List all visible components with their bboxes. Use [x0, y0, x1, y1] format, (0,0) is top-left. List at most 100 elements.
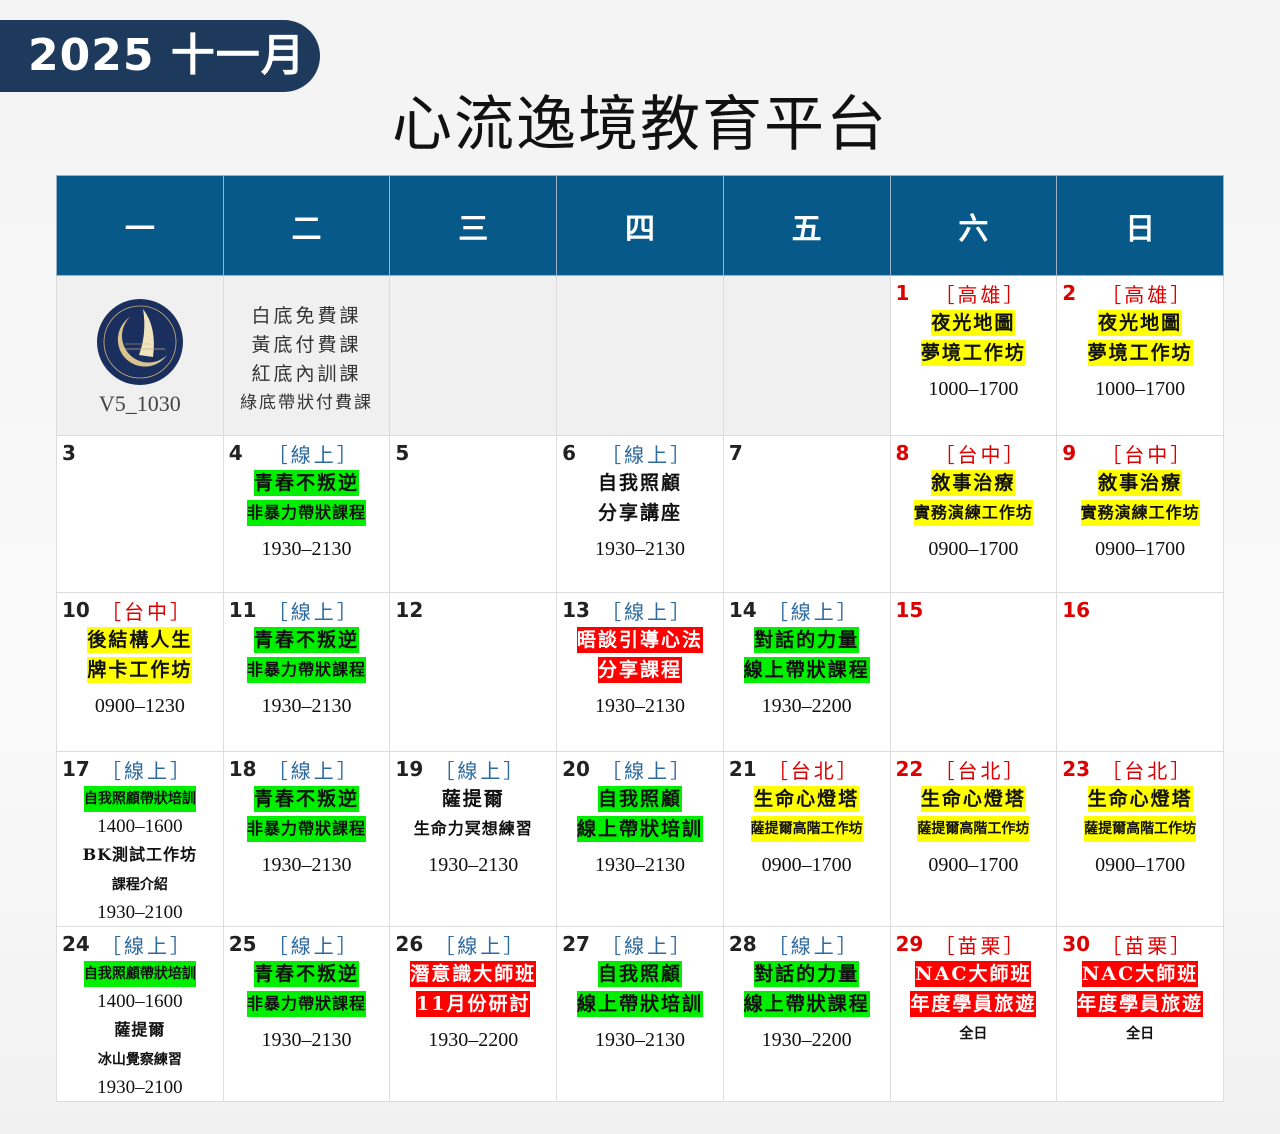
event-title: 冰山覺察練習	[97, 1052, 182, 1068]
event-title: 對話的力量	[754, 961, 860, 987]
event-time: 0900–1700	[1095, 538, 1186, 560]
cell-header: 26 ［線上］	[392, 929, 554, 959]
calendar-day-cell[interactable]: 10 ［台中］ 後結構人生 牌卡工作坊 0900–1230	[56, 592, 224, 752]
event-title: 非暴力帶狀課程	[247, 657, 367, 683]
location-tag: ［線上］	[267, 758, 360, 783]
event-title: 敘事治療	[931, 470, 1016, 496]
calendar-day-cell[interactable]: 12	[389, 592, 558, 752]
event-line-row: 0900–1700	[1059, 844, 1221, 880]
calendar-week: 3 4 ［線上］ 青春不叛逆 非暴力帶狀課程 1930–2130 5 6 ［線上］ 自我照顧 分享講…	[56, 435, 1224, 593]
calendar-day-cell[interactable]: 21 ［台北］ 生命心燈塔 薩提爾高階工作坊 0900–1700	[722, 751, 891, 927]
location-tag: ［線上］	[267, 442, 360, 467]
calendar-day-cell[interactable]: 4 ［線上］ 青春不叛逆 非暴力帶狀課程 1930–2130	[222, 435, 391, 593]
calendar-day-cell[interactable]: 26 ［線上］ 潛意識大師班 11月份研討 1930–2200	[389, 926, 558, 1102]
event-line-row: 青春不叛逆	[226, 625, 388, 655]
calendar-day-cell[interactable]: 25 ［線上］ 青春不叛逆 非暴力帶狀課程 1930–2130	[222, 926, 391, 1102]
day-number: 20	[562, 757, 590, 781]
day-number: 19	[395, 757, 424, 781]
cell-header: 3	[59, 438, 221, 468]
calendar-day-cell[interactable]: 14 ［線上］ 對話的力量 線上帶狀課程 1930–2200	[722, 592, 891, 752]
calendar-day-cell[interactable]: 17 ［線上］ 自我照顧帶狀培訓 1400–1600 BK測試工作坊 課程介紹 1930–2…	[56, 751, 224, 927]
event-title: 實務演練工作坊	[1080, 500, 1200, 526]
day-number: 26	[395, 932, 424, 956]
calendar-day-cell[interactable]: 24 ［線上］ 自我照顧帶狀培訓 1400–1600 薩提爾 冰山覺察練習 1930–210…	[56, 926, 224, 1102]
calendar-day-cell[interactable]: 9 ［台中］ 敘事治療 實務演練工作坊 0900–1700	[1056, 435, 1224, 593]
event-line-row: 生命心燈塔	[1059, 784, 1221, 814]
calendar-day-cell[interactable]: 11 ［線上］ 青春不叛逆 非暴力帶狀課程 1930–2130	[222, 592, 391, 752]
event-line-row: 實務演練工作坊	[1059, 498, 1221, 528]
calendar-day-cell[interactable]: 30 ［苗栗］ NAC大師班 年度學員旅遊 全日	[1056, 926, 1224, 1102]
calendar-day-cell[interactable]: 20 ［線上］ 自我照顧 線上帶狀培訓 1930–2130	[556, 751, 724, 927]
event-title: 非暴力帶狀課程	[247, 500, 367, 526]
event-line-row: 自我照顧	[559, 959, 721, 989]
event-title: 晤談引導心法	[576, 627, 703, 653]
calendar-day-cell[interactable]: 19 ［線上］ 薩提爾 生命力冥想練習 1930–2130	[389, 751, 558, 927]
event-title: 課程介紹	[111, 877, 168, 893]
calendar-day-cell[interactable]: 23 ［台北］ 生命心燈塔 薩提爾高階工作坊 0900–1700	[1056, 751, 1224, 927]
calendar-day-cell[interactable]: 6 ［線上］ 自我照顧 分享講座 1930–2130	[556, 435, 724, 593]
day-number: 24	[62, 932, 90, 956]
location-tag: ［線上］	[601, 599, 694, 624]
calendar-day-cell[interactable]: 1 ［高雄］ 夜光地圖 夢境工作坊 1000–1700	[889, 275, 1058, 436]
cell-header: 15	[893, 595, 1055, 625]
calendar-day-cell[interactable]: 27 ［線上］ 自我照顧 線上帶狀培訓 1930–2130	[556, 926, 724, 1102]
day-number: 29	[895, 932, 924, 956]
calendar-day-cell[interactable]: 5	[389, 435, 558, 593]
event-line-row: 1930–2130	[559, 685, 721, 721]
event-line-row: 1930–2100	[59, 900, 221, 926]
location-tag: ［台北］	[767, 758, 860, 783]
cell-header: 19 ［線上］	[392, 754, 554, 784]
event-line-row: 生命心燈塔	[726, 784, 888, 814]
calendar-day-cell[interactable]: 2 ［高雄］ 夜光地圖 夢境工作坊 1000–1700	[1056, 275, 1224, 436]
calendar-day-cell[interactable]: 13 ［線上］ 晤談引導心法 分享課程 1930–2130	[556, 592, 724, 752]
event-title: 生命心燈塔	[1087, 786, 1193, 812]
event-title: 非暴力帶狀課程	[247, 991, 367, 1017]
cell-header: 13 ［線上］	[559, 595, 721, 625]
event-line-row: 線上帶狀課程	[726, 989, 888, 1019]
calendar-day-cell[interactable]: 28 ［線上］ 對話的力量 線上帶狀課程 1930–2200	[722, 926, 891, 1102]
event-time: 1930–2200	[428, 1029, 519, 1051]
weekday-header: 日	[1056, 175, 1224, 276]
event-time: 1930–2130	[261, 695, 352, 717]
event-line-row: 1930–2130	[226, 685, 388, 721]
calendar-day-cell[interactable]: 3	[56, 435, 224, 593]
calendar-day-cell[interactable]: 22 ［台北］ 生命心燈塔 薩提爾高階工作坊 0900–1700	[889, 751, 1058, 927]
cell-header: 4 ［線上］	[226, 438, 388, 468]
day-number: 3	[62, 441, 76, 465]
cell-header: 11 ［線上］	[226, 595, 388, 625]
calendar-day-cell[interactable]: 16	[1056, 592, 1224, 752]
calendar-day-cell[interactable]: 29 ［苗栗］ NAC大師班 年度學員旅遊 全日	[889, 926, 1058, 1102]
calendar-day-cell[interactable]	[722, 275, 891, 436]
event-time: 1930–2130	[594, 854, 685, 876]
event-line-row: NAC大師班	[893, 959, 1055, 989]
calendar-day-cell[interactable]	[556, 275, 724, 436]
location-tag: ［線上］	[434, 758, 527, 783]
calendar-day-cell[interactable]: 7	[722, 435, 891, 593]
calendar-day-cell[interactable]: V5_1030	[56, 275, 224, 436]
event-line-row: 實務演練工作坊	[893, 498, 1055, 528]
calendar-day-cell[interactable]: 18 ［線上］ 青春不叛逆 非暴力帶狀課程 1930–2130	[222, 751, 391, 927]
logo	[59, 297, 221, 391]
calendar-day-cell[interactable]: 15	[889, 592, 1058, 752]
event-title: 線上帶狀課程	[743, 991, 870, 1017]
event-line-row: 薩提爾	[392, 784, 554, 814]
location-tag: ［苗栗］	[934, 933, 1027, 958]
calendar-day-cell[interactable]: 白底免費課 黃底付費課 紅底內訓課 綠底帶狀付費課	[222, 275, 391, 436]
calendar-day-cell[interactable]: 8 ［台中］ 敘事治療 實務演練工作坊 0900–1700	[889, 435, 1058, 593]
event-line-row: 非暴力帶狀課程	[226, 814, 388, 844]
event-line-row: 非暴力帶狀課程	[226, 655, 388, 685]
event-title: 薩提爾高階工作坊	[917, 816, 1030, 842]
event-line-row: 敘事治療	[1059, 468, 1221, 498]
calendar-day-cell[interactable]	[389, 275, 558, 436]
day-number: 11	[228, 598, 257, 622]
event-line-row: 0900–1700	[1059, 528, 1221, 564]
event-line-row: 非暴力帶狀課程	[226, 989, 388, 1019]
cell-header: 6 ［線上］	[559, 438, 721, 468]
event-line-row: 薩提爾高階工作坊	[1059, 814, 1221, 844]
event-title: 潛意識大師班	[410, 961, 537, 987]
event-line-row: 潛意識大師班	[392, 959, 554, 989]
event-title: 全日	[959, 1026, 988, 1042]
event-line-row: 分享講座	[559, 498, 721, 528]
weekday-header: 三	[389, 175, 558, 276]
event-line-row: 0900–1700	[726, 844, 888, 880]
